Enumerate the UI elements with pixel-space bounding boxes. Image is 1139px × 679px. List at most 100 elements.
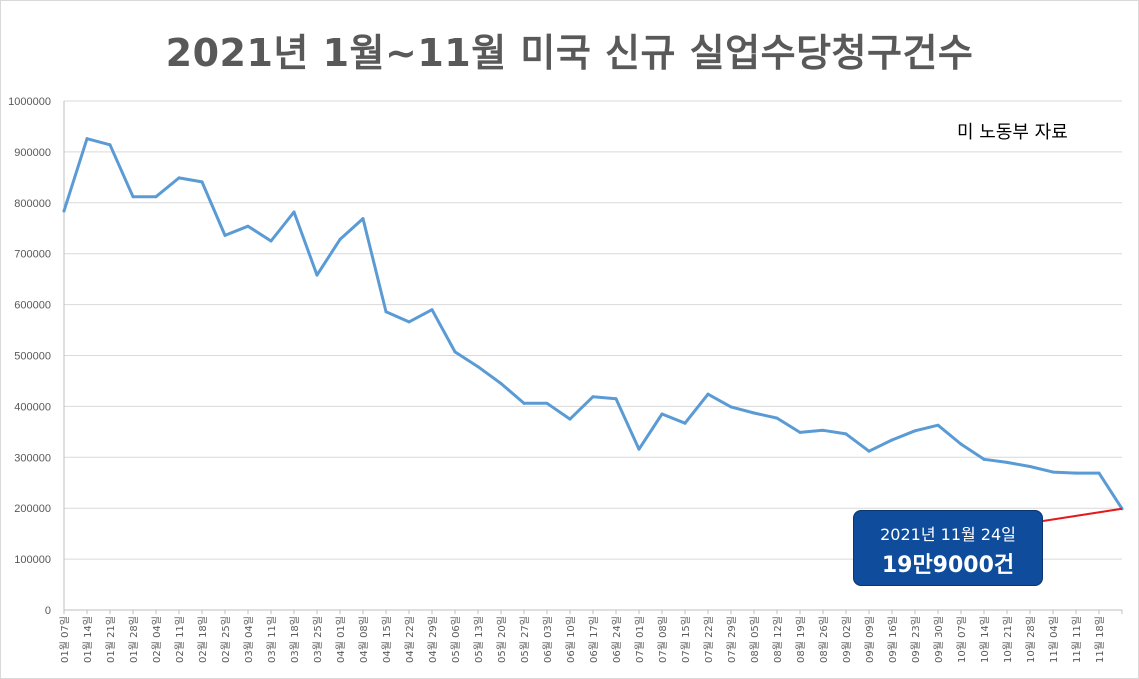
x-tick-label: 07월 29일 (726, 616, 738, 663)
x-tick-label: 11월 04일 (1048, 616, 1060, 663)
y-tick-label: 500000 (14, 351, 51, 363)
data-point (660, 412, 664, 416)
y-tick-label: 300000 (14, 452, 51, 464)
x-tick-label: 07월 01일 (634, 616, 646, 663)
data-point (982, 457, 986, 461)
series-line (62, 137, 1124, 511)
data-point (200, 180, 204, 184)
data-point (591, 395, 595, 399)
y-tick-label: 100000 (14, 554, 51, 566)
y-tick-label: 200000 (14, 503, 51, 515)
data-point (177, 176, 181, 180)
x-tick-label: 10월 07일 (956, 616, 968, 663)
data-point (476, 365, 480, 369)
source-note: 미 노동부 자료 (957, 122, 1068, 143)
y-tick-label: 1000000 (8, 96, 51, 108)
x-tick-label: 04월 01일 (335, 616, 347, 663)
data-point (936, 423, 940, 427)
data-point (913, 429, 917, 433)
data-point (729, 405, 733, 409)
x-tick-label: 04월 29일 (427, 616, 439, 663)
x-tick-label: 04월 22일 (404, 616, 416, 663)
data-point (453, 350, 457, 354)
x-tick-label: 07월 15일 (680, 616, 692, 663)
data-point (154, 195, 158, 199)
data-point (1074, 471, 1078, 475)
x-tick-label: 04월 08일 (358, 616, 370, 663)
x-tick-label: 11월 18일 (1094, 616, 1106, 663)
x-tick-label: 08월 26일 (818, 616, 830, 663)
data-point (752, 411, 756, 415)
x-tick-label: 01월 28일 (128, 616, 140, 663)
x-tick-label: 09월 30일 (933, 616, 945, 663)
data-point (775, 416, 779, 420)
data-point (798, 430, 802, 434)
x-tick-label: 03월 11일 (266, 616, 278, 663)
x-tick-label: 03월 04일 (243, 616, 255, 663)
chart-title: 2021년 1월~11월 미국 신규 실업수당청구건수 (165, 31, 974, 75)
data-point (338, 237, 342, 241)
x-tick-label: 06월 17일 (588, 616, 600, 663)
callout-pointer-layer (1042, 507, 1123, 522)
x-tick-label: 02월 04일 (151, 616, 163, 663)
data-point (315, 273, 319, 277)
x-tick-label: 02월 25일 (220, 616, 232, 663)
y-tick-label: 700000 (14, 249, 51, 261)
data-point (890, 438, 894, 442)
data-point (407, 320, 411, 324)
x-tick-label: 05월 27일 (519, 616, 531, 663)
y-tick-label: 0 (45, 605, 51, 617)
latest-value-callout: 2021년 11월 24일 19만9000건 (853, 510, 1043, 586)
x-axis-ticks: 01월 07일 01월 14일 01월 21일 01월 28일 02월 04일 02월 1… (59, 610, 1123, 663)
y-tick-label: 800000 (14, 198, 51, 210)
data-point (269, 239, 273, 243)
x-tick-label: 01월 07일 (59, 616, 71, 663)
data-point (1005, 460, 1009, 464)
x-tick-label: 06월 03일 (542, 616, 554, 663)
x-tick-label: 07월 08일 (657, 616, 669, 663)
x-tick-label: 08월 12일 (772, 616, 784, 663)
data-point (108, 143, 112, 147)
y-axis-ticks: 0 100000 200000 300000 400000 500000 600000 700… (8, 96, 51, 617)
data-point (844, 432, 848, 436)
data-point (131, 195, 135, 199)
x-tick-label: 08월 05일 (749, 616, 761, 663)
x-tick-label: 01월 14일 (82, 616, 94, 663)
x-tick-label: 09월 09일 (864, 616, 876, 663)
x-tick-label: 04월 15일 (381, 616, 393, 663)
x-tick-label: 10월 21일 (1002, 616, 1014, 663)
y-tick-label: 600000 (14, 300, 51, 312)
x-tick-label: 05월 13일 (473, 616, 485, 663)
x-tick-label: 09월 02일 (841, 616, 853, 663)
x-tick-label: 01월 21일 (105, 616, 117, 663)
data-point (499, 381, 503, 385)
x-tick-label: 10월 28일 (1025, 616, 1037, 663)
data-point (706, 392, 710, 396)
x-tick-label: 09월 23일 (910, 616, 922, 663)
x-tick-label: 05월 06일 (450, 616, 462, 663)
x-tick-label: 06월 24일 (611, 616, 623, 663)
x-tick-label: 07월 22일 (703, 616, 715, 663)
x-tick-label: 06월 10일 (565, 616, 577, 663)
x-tick-label: 09월 16일 (887, 616, 899, 663)
data-point (384, 310, 388, 314)
y-tick-label: 400000 (14, 401, 51, 413)
y-tick-label: 900000 (14, 147, 51, 159)
callout-date: 2021년 11월 24일 (880, 525, 1016, 544)
data-point (568, 417, 572, 421)
data-point (1051, 470, 1055, 474)
data-point (292, 210, 296, 214)
x-tick-label: 02월 11일 (174, 616, 186, 663)
data-point (821, 428, 825, 432)
data-point (1097, 471, 1101, 475)
data-point (683, 421, 687, 425)
x-tick-label: 03월 18일 (289, 616, 301, 663)
x-tick-label: 02월 18일 (197, 616, 209, 663)
data-point (959, 442, 963, 446)
x-tick-label: 03월 25일 (312, 616, 324, 663)
data-point (867, 449, 871, 453)
data-point (522, 401, 526, 405)
data-point (614, 397, 618, 401)
data-point (1028, 464, 1032, 468)
